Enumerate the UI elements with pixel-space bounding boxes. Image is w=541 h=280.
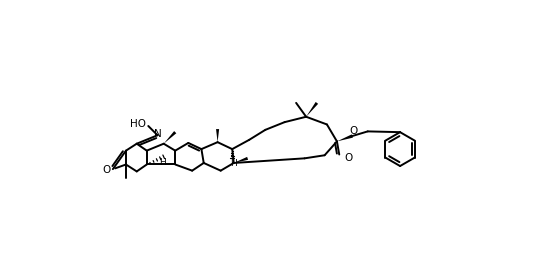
- Text: O: O: [349, 126, 357, 136]
- Polygon shape: [216, 129, 219, 142]
- Text: O: O: [102, 165, 110, 175]
- Polygon shape: [337, 134, 353, 141]
- Text: H: H: [159, 158, 166, 167]
- Polygon shape: [164, 131, 176, 144]
- Text: O: O: [345, 153, 353, 163]
- Polygon shape: [306, 102, 318, 117]
- Text: HO: HO: [130, 120, 146, 129]
- Polygon shape: [234, 157, 248, 163]
- Text: N: N: [154, 129, 162, 139]
- Text: H: H: [230, 159, 237, 168]
